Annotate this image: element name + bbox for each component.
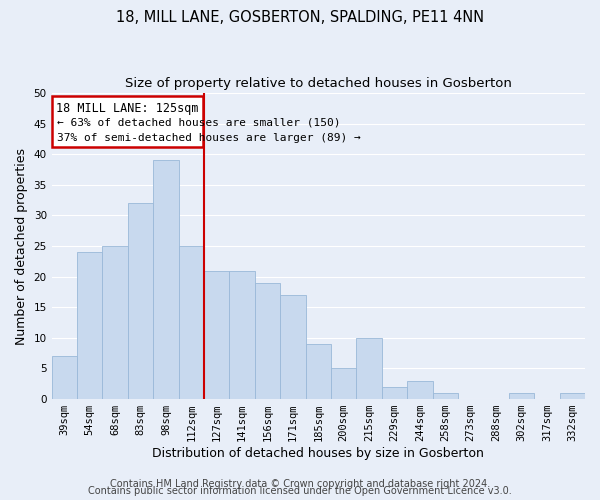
Bar — [255, 283, 280, 399]
Bar — [382, 387, 407, 399]
Bar — [52, 356, 77, 399]
Text: 18 MILL LANE: 125sqm: 18 MILL LANE: 125sqm — [56, 102, 199, 115]
Bar — [407, 380, 433, 399]
FancyBboxPatch shape — [52, 96, 203, 147]
Text: 18, MILL LANE, GOSBERTON, SPALDING, PE11 4NN: 18, MILL LANE, GOSBERTON, SPALDING, PE11… — [116, 10, 484, 25]
Text: Contains public sector information licensed under the Open Government Licence v3: Contains public sector information licen… — [88, 486, 512, 496]
Bar — [560, 393, 585, 399]
Bar — [509, 393, 534, 399]
Bar — [433, 393, 458, 399]
Bar — [103, 246, 128, 399]
Text: 37% of semi-detached houses are larger (89) →: 37% of semi-detached houses are larger (… — [57, 133, 361, 143]
Bar — [331, 368, 356, 399]
Bar — [204, 270, 229, 399]
Bar — [305, 344, 331, 399]
Text: ← 63% of detached houses are smaller (150): ← 63% of detached houses are smaller (15… — [57, 118, 340, 128]
Text: Contains HM Land Registry data © Crown copyright and database right 2024.: Contains HM Land Registry data © Crown c… — [110, 479, 490, 489]
Bar — [128, 203, 153, 399]
Y-axis label: Number of detached properties: Number of detached properties — [15, 148, 28, 344]
Bar — [179, 246, 204, 399]
X-axis label: Distribution of detached houses by size in Gosberton: Distribution of detached houses by size … — [152, 447, 484, 460]
Title: Size of property relative to detached houses in Gosberton: Size of property relative to detached ho… — [125, 78, 512, 90]
Bar — [77, 252, 103, 399]
Bar — [229, 270, 255, 399]
Bar — [280, 295, 305, 399]
Bar — [153, 160, 179, 399]
Bar — [356, 338, 382, 399]
